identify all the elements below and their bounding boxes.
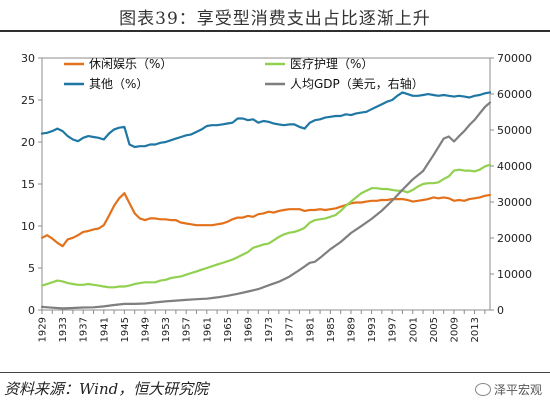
top-divider	[0, 30, 550, 32]
x-tick-label: 1945	[120, 317, 131, 342]
x-tick-label: 1985	[326, 317, 337, 342]
legend-label-2: 其他（%）	[89, 77, 148, 91]
x-tick-label: 1941	[99, 317, 110, 342]
chart-title: 图表39：享受型消费支出占比逐渐上升	[119, 9, 431, 29]
x-tick-label: 1997	[388, 317, 399, 342]
x-axis: 1929 1933 1937 1941 1945 1949 1953 1957 1961 1965…	[38, 310, 486, 342]
x-tick-label: 2005	[429, 317, 440, 342]
right-tick-label: 30000	[497, 196, 532, 209]
right-tick-label: 10000	[497, 268, 532, 281]
right-tick-label: 40000	[497, 160, 532, 173]
line-chart: 0 5 10 15 20 25 30 0 10000 20000 30000 40000 50000 6…	[21, 52, 532, 342]
x-tick-label: 1989	[346, 317, 357, 342]
x-tick-label: 1953	[161, 317, 172, 342]
bottom-divider	[0, 372, 550, 373]
wechat-icon	[474, 383, 491, 396]
x-tick-label: 1981	[305, 317, 316, 342]
left-tick-label: 30	[21, 52, 35, 65]
right-tick-label: 0	[497, 304, 504, 317]
x-tick-label: 1937	[79, 317, 90, 342]
left-tick-label: 5	[28, 262, 35, 275]
left-axis: 0 5 10 15 20 25 30	[21, 52, 42, 317]
x-tick-label: 1929	[38, 317, 49, 342]
series-line-1	[40, 163, 492, 289]
x-tick-label: 1993	[367, 317, 378, 342]
x-tick-label: 1961	[202, 317, 213, 342]
left-tick-label: 15	[21, 178, 35, 191]
x-tick-label: 1949	[140, 317, 151, 342]
x-tick-label: 2001	[408, 317, 419, 342]
series-line-2	[40, 91, 492, 149]
right-tick-label: 50000	[497, 124, 532, 137]
x-tick-label: 1973	[264, 317, 275, 342]
right-tick-label: 20000	[497, 232, 532, 245]
x-tick-label: 1933	[58, 317, 69, 342]
legend-label-0: 休闲娱乐（%）	[89, 57, 172, 71]
series-layer	[40, 91, 492, 310]
right-tick-label: 60000	[497, 88, 532, 101]
left-tick-label: 25	[21, 94, 35, 107]
right-tick-label: 70000	[497, 52, 532, 65]
left-tick-label: 10	[21, 220, 35, 233]
legend-label-3: 人均GDP（美元，右轴）	[290, 76, 424, 91]
x-tick-label: 1965	[223, 317, 234, 342]
watermark: 泽平宏观	[474, 381, 542, 398]
x-tick-label: 1957	[182, 317, 193, 342]
watermark-text: 泽平宏观	[493, 383, 542, 397]
right-axis: 0 10000 20000 30000 40000 50000 60000 70000	[490, 52, 532, 317]
source-note: 资料来源：Wind，恒大研究院	[4, 380, 209, 398]
x-tick-label: 2013	[470, 317, 481, 342]
legend: 休闲娱乐（%） 医疗护理（%） 其他（%） 人均GDP（美元，右轴）	[64, 57, 424, 91]
series-line-0	[40, 192, 492, 248]
legend-label-1: 医疗护理（%）	[290, 57, 373, 71]
left-tick-label: 0	[28, 304, 35, 317]
x-tick-label: 1969	[243, 317, 254, 342]
x-tick-label: 2009	[449, 317, 460, 342]
series-line-3	[40, 101, 492, 310]
x-tick-label: 1977	[285, 317, 296, 342]
left-tick-label: 20	[21, 136, 35, 149]
